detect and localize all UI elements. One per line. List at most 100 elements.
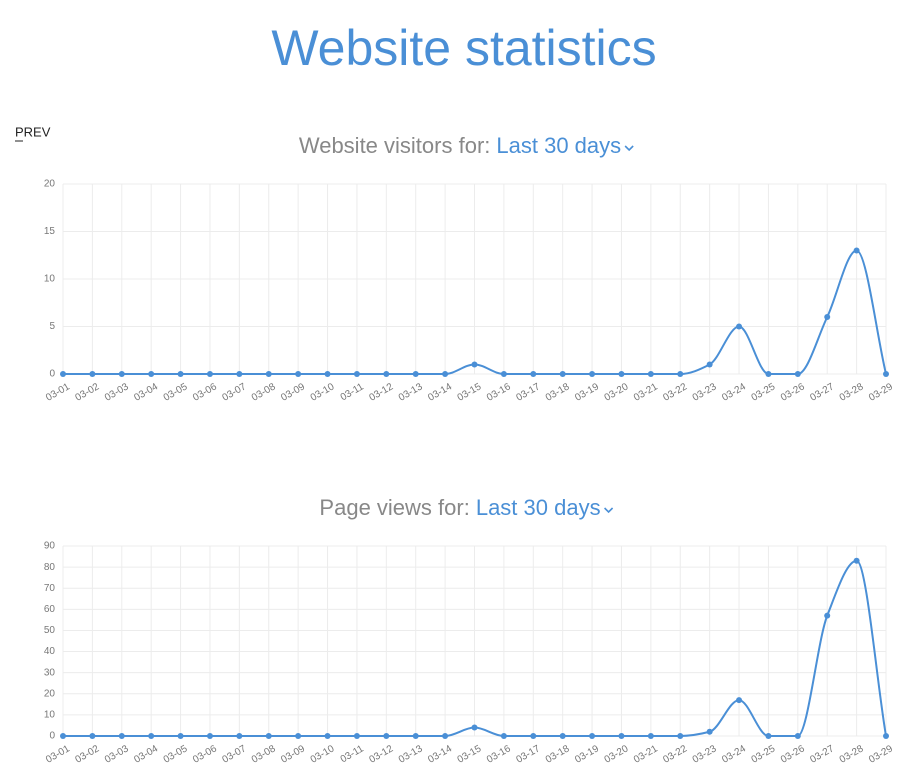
- x-tick-label: 03-03: [103, 381, 131, 404]
- data-point: [500, 371, 507, 377]
- x-tick-label: 03-16: [485, 381, 513, 404]
- data-point: [853, 247, 860, 254]
- series-line: [62, 249, 887, 376]
- y-tick-label: 50: [44, 625, 56, 636]
- data-point: [118, 733, 125, 739]
- x-tick-label: 03-17: [514, 743, 542, 766]
- x-tick-label: 03-13: [397, 381, 425, 404]
- chart-title-prefix: Website visitors for:: [299, 133, 491, 158]
- x-tick-label: 03-17: [514, 381, 542, 404]
- data-point: [794, 733, 801, 739]
- y-tick-label: 30: [44, 667, 56, 678]
- data-point: [295, 371, 302, 377]
- x-tick-label: 03-27: [808, 381, 836, 404]
- prev-link[interactable]: PREV: [15, 124, 51, 139]
- x-tick-label: 03-08: [250, 743, 278, 766]
- x-tick-label: 03-24: [720, 381, 748, 404]
- x-tick-label: 03-14: [426, 743, 454, 766]
- data-point: [647, 371, 654, 377]
- data-point: [353, 371, 360, 377]
- y-tick-label: 20: [44, 179, 56, 190]
- x-tick-label: 03-20: [603, 743, 631, 766]
- data-point: [677, 733, 684, 739]
- dropdown-chevron: [604, 507, 614, 514]
- y-tick-label: 10: [44, 710, 56, 721]
- data-point: [589, 733, 596, 739]
- x-tick-label: 03-01: [44, 743, 72, 766]
- data-point: [236, 733, 243, 739]
- x-tick-label: 03-04: [132, 381, 160, 404]
- x-tick-label: 03-11: [339, 381, 366, 403]
- data-point: [530, 371, 537, 377]
- data-point: [559, 733, 566, 739]
- x-tick-label: 03-16: [485, 743, 513, 766]
- x-tick-label: 03-05: [162, 743, 190, 766]
- chart-title: Website visitors for: Last 30 days: [299, 133, 621, 158]
- x-tick-label: 03-08: [250, 381, 278, 404]
- data-point: [559, 371, 566, 377]
- data-point: [89, 371, 96, 377]
- data-point: [383, 733, 390, 739]
- data-point: [706, 361, 713, 368]
- y-tick-label: 0: [49, 731, 55, 742]
- x-tick-label: 03-13: [397, 743, 425, 766]
- x-tick-label: 03-09: [279, 743, 307, 766]
- data-point: [324, 371, 331, 377]
- x-tick-label: 03-02: [74, 381, 102, 404]
- x-tick-label: 03-26: [779, 743, 807, 766]
- period-select[interactable]: Last 30 days: [476, 495, 601, 520]
- data-point: [853, 557, 860, 564]
- x-tick-label: 03-06: [191, 381, 219, 404]
- data-point: [383, 371, 390, 377]
- period-select[interactable]: Last 30 days: [496, 133, 621, 158]
- data-point: [442, 733, 449, 739]
- y-tick-label: 80: [44, 562, 56, 573]
- data-point: [177, 733, 184, 739]
- x-tick-label: 03-19: [573, 743, 601, 766]
- y-tick-label: 0: [49, 369, 55, 380]
- x-tick-label: 03-26: [779, 381, 807, 404]
- data-point: [265, 733, 272, 739]
- x-tick-label: 03-18: [544, 381, 572, 404]
- x-tick-label: 03-24: [720, 743, 748, 766]
- y-tick-label: 70: [44, 583, 56, 594]
- data-point: [295, 733, 302, 739]
- page-title: Website statistics: [271, 20, 656, 76]
- x-tick-label: 03-28: [838, 743, 866, 766]
- data-point: [206, 371, 213, 377]
- y-tick-label: 20: [44, 688, 56, 699]
- data-point: [618, 371, 625, 377]
- dropdown-chevron: [624, 145, 634, 152]
- data-point: [60, 371, 66, 377]
- x-tick-label: 03-02: [74, 743, 102, 766]
- y-tick-label: 5: [49, 321, 55, 332]
- chart-title-prefix: Page views for:: [319, 495, 469, 520]
- data-point: [500, 733, 507, 739]
- x-tick-label: 03-06: [191, 743, 219, 766]
- data-point: [265, 371, 272, 377]
- x-tick-label: 03-27: [808, 743, 836, 766]
- data-point: [412, 733, 419, 739]
- x-tick-label: 03-07: [221, 743, 249, 766]
- data-point: [412, 371, 419, 377]
- x-tick-label: 03-25: [750, 743, 778, 766]
- data-point: [148, 733, 155, 739]
- data-point: [530, 733, 537, 739]
- x-tick-label: 03-28: [838, 381, 866, 404]
- y-tick-label: 60: [44, 604, 56, 615]
- x-tick-label: 03-23: [691, 743, 719, 766]
- data-point: [471, 724, 478, 731]
- x-tick-label: 03-03: [103, 743, 131, 766]
- x-tick-label: 03-12: [367, 381, 395, 404]
- x-tick-label: 03-10: [309, 743, 337, 766]
- data-point: [883, 371, 889, 377]
- data-point: [148, 371, 155, 377]
- data-point: [206, 733, 213, 739]
- chart-title: Page views for: Last 30 days: [319, 495, 600, 520]
- data-point: [118, 371, 125, 377]
- x-tick-label: 03-15: [456, 381, 484, 404]
- data-point: [677, 371, 684, 377]
- x-tick-label: 03-09: [279, 381, 307, 404]
- x-tick-label: 03-04: [132, 743, 160, 766]
